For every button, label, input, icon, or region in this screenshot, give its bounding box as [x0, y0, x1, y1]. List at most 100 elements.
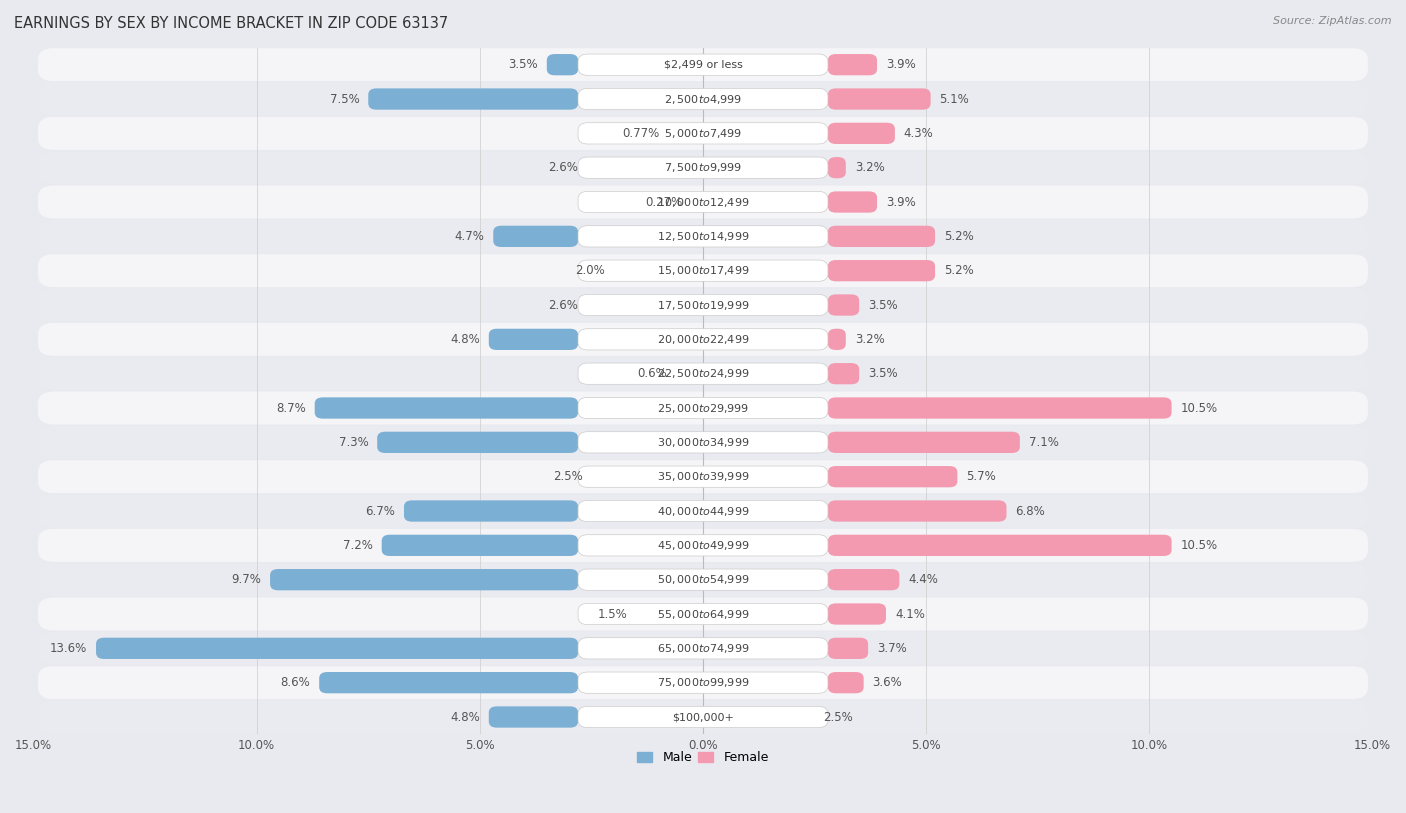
Text: $17,500 to $19,999: $17,500 to $19,999 [657, 298, 749, 311]
FancyBboxPatch shape [828, 637, 868, 659]
Text: 0.77%: 0.77% [623, 127, 659, 140]
Text: 5.1%: 5.1% [939, 93, 969, 106]
FancyBboxPatch shape [828, 466, 957, 487]
FancyBboxPatch shape [38, 563, 1368, 596]
Text: $50,000 to $54,999: $50,000 to $54,999 [657, 573, 749, 586]
FancyBboxPatch shape [828, 328, 846, 350]
Text: 7.2%: 7.2% [343, 539, 373, 552]
Text: 4.7%: 4.7% [454, 230, 484, 243]
Text: $40,000 to $44,999: $40,000 to $44,999 [657, 505, 749, 518]
FancyBboxPatch shape [38, 289, 1368, 321]
Text: 9.7%: 9.7% [232, 573, 262, 586]
Text: 1.5%: 1.5% [598, 607, 627, 620]
Text: 6.7%: 6.7% [366, 505, 395, 518]
Text: 8.7%: 8.7% [276, 402, 305, 415]
Text: 5.2%: 5.2% [943, 230, 974, 243]
Text: 0.27%: 0.27% [645, 195, 682, 208]
Text: $7,500 to $9,999: $7,500 to $9,999 [664, 161, 742, 174]
Text: 4.3%: 4.3% [904, 127, 934, 140]
Text: 2.6%: 2.6% [548, 161, 578, 174]
FancyBboxPatch shape [828, 89, 931, 110]
FancyBboxPatch shape [319, 672, 578, 693]
FancyBboxPatch shape [828, 294, 859, 315]
Text: 0.6%: 0.6% [637, 367, 668, 380]
FancyBboxPatch shape [828, 569, 900, 590]
FancyBboxPatch shape [578, 123, 828, 144]
FancyBboxPatch shape [38, 357, 1368, 390]
Text: 3.9%: 3.9% [886, 195, 915, 208]
FancyBboxPatch shape [270, 569, 578, 590]
FancyBboxPatch shape [578, 157, 828, 178]
FancyBboxPatch shape [578, 328, 828, 350]
Text: $25,000 to $29,999: $25,000 to $29,999 [657, 402, 749, 415]
FancyBboxPatch shape [828, 500, 1007, 522]
FancyBboxPatch shape [38, 701, 1368, 733]
Text: 4.4%: 4.4% [908, 573, 938, 586]
Text: $10,000 to $12,499: $10,000 to $12,499 [657, 195, 749, 208]
FancyBboxPatch shape [404, 500, 578, 522]
FancyBboxPatch shape [38, 529, 1368, 562]
Text: EARNINGS BY SEX BY INCOME BRACKET IN ZIP CODE 63137: EARNINGS BY SEX BY INCOME BRACKET IN ZIP… [14, 16, 449, 31]
FancyBboxPatch shape [489, 328, 578, 350]
FancyBboxPatch shape [381, 535, 578, 556]
Text: $55,000 to $64,999: $55,000 to $64,999 [657, 607, 749, 620]
FancyBboxPatch shape [377, 432, 578, 453]
Text: 3.2%: 3.2% [855, 161, 884, 174]
FancyBboxPatch shape [38, 632, 1368, 665]
Text: $30,000 to $34,999: $30,000 to $34,999 [657, 436, 749, 449]
Text: 3.5%: 3.5% [868, 367, 898, 380]
FancyBboxPatch shape [38, 220, 1368, 253]
Text: $5,000 to $7,499: $5,000 to $7,499 [664, 127, 742, 140]
FancyBboxPatch shape [578, 637, 828, 659]
Text: 5.7%: 5.7% [966, 470, 995, 483]
FancyBboxPatch shape [368, 89, 578, 110]
FancyBboxPatch shape [38, 323, 1368, 356]
FancyBboxPatch shape [828, 54, 877, 76]
FancyBboxPatch shape [828, 226, 935, 247]
Legend: Male, Female: Male, Female [633, 746, 773, 769]
Text: 2.5%: 2.5% [824, 711, 853, 724]
Text: $15,000 to $17,499: $15,000 to $17,499 [657, 264, 749, 277]
Text: 3.9%: 3.9% [886, 59, 915, 72]
FancyBboxPatch shape [578, 89, 828, 110]
FancyBboxPatch shape [578, 672, 828, 693]
Text: 3.5%: 3.5% [868, 298, 898, 311]
Text: 3.5%: 3.5% [508, 59, 538, 72]
FancyBboxPatch shape [96, 637, 578, 659]
FancyBboxPatch shape [38, 151, 1368, 185]
FancyBboxPatch shape [547, 54, 578, 76]
Text: 6.8%: 6.8% [1015, 505, 1045, 518]
Text: $20,000 to $22,499: $20,000 to $22,499 [657, 333, 749, 346]
Text: 3.6%: 3.6% [873, 676, 903, 689]
Text: 7.1%: 7.1% [1029, 436, 1059, 449]
FancyBboxPatch shape [489, 706, 578, 728]
Text: 10.5%: 10.5% [1181, 539, 1218, 552]
Text: $100,000+: $100,000+ [672, 712, 734, 722]
FancyBboxPatch shape [578, 466, 828, 487]
FancyBboxPatch shape [494, 226, 578, 247]
FancyBboxPatch shape [38, 185, 1368, 219]
FancyBboxPatch shape [828, 157, 846, 178]
FancyBboxPatch shape [38, 460, 1368, 493]
FancyBboxPatch shape [828, 432, 1019, 453]
FancyBboxPatch shape [38, 494, 1368, 528]
Text: 4.1%: 4.1% [894, 607, 925, 620]
Text: 7.5%: 7.5% [329, 93, 360, 106]
Text: Source: ZipAtlas.com: Source: ZipAtlas.com [1274, 16, 1392, 26]
FancyBboxPatch shape [38, 392, 1368, 424]
FancyBboxPatch shape [578, 569, 828, 590]
Text: 3.7%: 3.7% [877, 641, 907, 654]
Text: 2.0%: 2.0% [575, 264, 605, 277]
FancyBboxPatch shape [828, 363, 859, 385]
Text: 4.8%: 4.8% [450, 711, 479, 724]
FancyBboxPatch shape [38, 426, 1368, 459]
Text: 3.2%: 3.2% [855, 333, 884, 346]
FancyBboxPatch shape [38, 598, 1368, 631]
FancyBboxPatch shape [578, 191, 828, 213]
FancyBboxPatch shape [578, 706, 828, 728]
FancyBboxPatch shape [578, 226, 828, 247]
FancyBboxPatch shape [578, 500, 828, 522]
FancyBboxPatch shape [38, 48, 1368, 81]
FancyBboxPatch shape [828, 535, 1171, 556]
Text: $45,000 to $49,999: $45,000 to $49,999 [657, 539, 749, 552]
